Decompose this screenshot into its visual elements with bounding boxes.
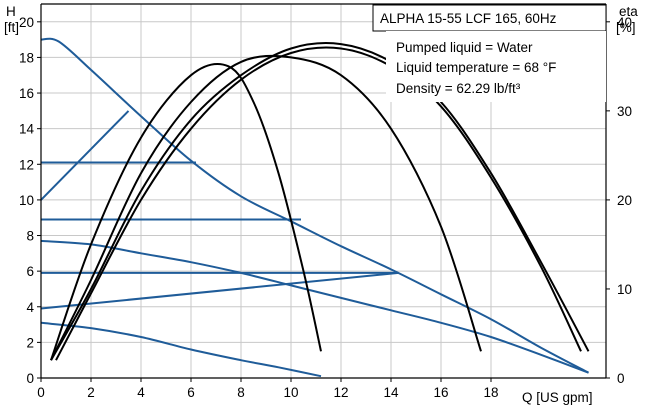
x-tick-label: 2 — [87, 385, 95, 400]
efficiency-curve — [50, 54, 482, 361]
y-left-tick-label: 10 — [19, 193, 34, 208]
info-line-density: Density = 62.29 lb/ft³ — [396, 81, 521, 96]
y-left-tick-label: 2 — [26, 335, 34, 350]
head-curve — [40, 321, 322, 378]
y-left-tick-label: 0 — [26, 371, 34, 386]
chart-title: ALPHA 15-55 LCF 165, 60Hz — [380, 11, 557, 26]
head-curve — [40, 271, 399, 310]
x-axis-label: Q [US gpm] — [522, 390, 593, 405]
y-left-tick-label: 12 — [19, 157, 34, 172]
y-left-tick-label: 14 — [19, 122, 35, 137]
efficiency-curve — [55, 46, 582, 361]
y-right-tick-label: 30 — [617, 104, 632, 119]
y-left-tick-label: 8 — [26, 229, 34, 244]
grid-layer — [41, 4, 606, 378]
info-line-temperature: Liquid temperature = 68 °F — [396, 60, 556, 75]
y-left-label-line2: [ft] — [4, 20, 19, 35]
x-tick-label: 0 — [37, 385, 45, 400]
x-tick-label: 10 — [283, 385, 298, 400]
y-left-tick-label: 6 — [26, 264, 34, 279]
head-curve — [40, 110, 130, 201]
x-tick-label: 14 — [383, 385, 399, 400]
info-line-liquid: Pumped liquid = Water — [396, 40, 533, 55]
axes: 0 2 4 6 8 10 12 14 16 18 0 2 4 6 8 10 12 14 16 18 20 0 10 20 30 4… — [19, 3, 632, 400]
y-right-tick-label: 40 — [617, 15, 632, 30]
info-box — [386, 31, 606, 102]
x-tick-label: 6 — [187, 385, 195, 400]
y-left-label-line1: H — [6, 4, 16, 19]
y-right-tick-label: 0 — [617, 371, 625, 386]
x-tick-label: 4 — [137, 385, 145, 400]
x-tick-label: 12 — [333, 385, 348, 400]
head-curve — [40, 239, 589, 374]
x-tick-label: 16 — [433, 385, 448, 400]
x-tick-label: 18 — [483, 385, 498, 400]
y-left-tick-label: 20 — [19, 15, 34, 30]
y-right-tick-label: 10 — [617, 282, 632, 297]
y-left-tick-label: 4 — [26, 300, 34, 315]
efficiency-curves — [50, 42, 590, 361]
efficiency-curve — [50, 63, 322, 361]
y-left-tick-label: 16 — [19, 86, 34, 101]
y-left-tick-label: 18 — [19, 50, 34, 65]
x-tick-label: 8 — [237, 385, 245, 400]
y-right-tick-label: 20 — [617, 193, 632, 208]
efficiency-curve — [50, 42, 590, 361]
y-right-label-line1: eta — [619, 4, 638, 19]
y-right-label-line2: [%] — [616, 20, 636, 35]
title-box — [372, 4, 607, 32]
